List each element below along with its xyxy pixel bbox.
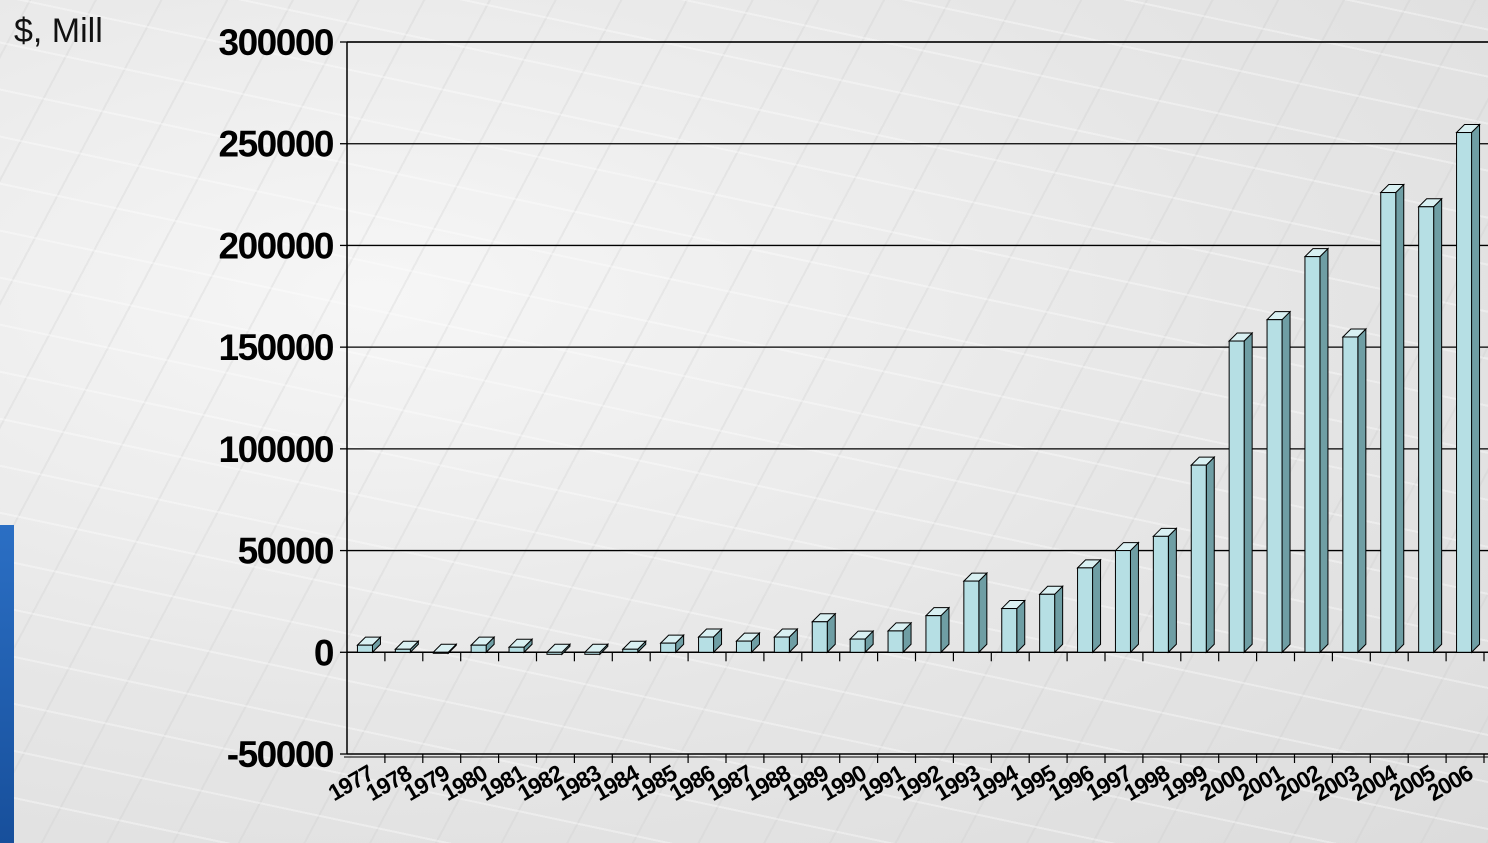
bar-front	[1114, 550, 1131, 653]
bar	[1000, 599, 1026, 654]
bar-side	[1357, 327, 1367, 654]
bar-front	[1380, 192, 1397, 653]
bar-front	[546, 651, 563, 655]
axes	[340, 41, 1488, 763]
bar-front	[773, 636, 790, 653]
unit-label: $, Mill	[14, 12, 103, 50]
bar	[697, 627, 723, 654]
bar-side	[1319, 247, 1329, 654]
bar-front	[1228, 340, 1245, 653]
bar	[507, 637, 534, 654]
y-tick-label: 150000	[219, 327, 334, 368]
bar	[659, 633, 685, 654]
bar-front	[470, 644, 487, 653]
bar	[1152, 527, 1178, 654]
bar-side	[1167, 527, 1177, 654]
bar-front	[356, 644, 373, 653]
bar	[924, 606, 951, 654]
y-tick-label: 50000	[238, 531, 334, 572]
bar-front	[1418, 206, 1435, 653]
bar	[1114, 541, 1140, 654]
bar	[1076, 558, 1102, 654]
bar	[394, 640, 420, 654]
bar	[811, 612, 837, 654]
y-tick-label: 0	[314, 632, 334, 673]
bar-front	[1152, 535, 1169, 653]
bar-front	[1077, 567, 1094, 653]
bar-front	[849, 638, 866, 653]
bar-front	[1039, 593, 1056, 653]
bar	[583, 643, 610, 656]
bar-front	[1266, 319, 1283, 653]
bar-top	[545, 643, 572, 653]
bar-front	[811, 621, 828, 653]
bar-front	[660, 642, 677, 653]
y-tick-labels: 300000 250000 200000 150000 100000 50000 0 -500…	[219, 22, 336, 775]
bar-front	[735, 640, 752, 653]
bar	[735, 631, 761, 654]
bar-front	[584, 651, 601, 655]
y-tick-label: 100000	[219, 429, 334, 470]
bar-front	[394, 648, 411, 653]
bar	[886, 621, 913, 654]
bar	[469, 635, 496, 654]
bar-front	[622, 648, 639, 653]
bar-front	[1190, 464, 1207, 653]
bar	[1038, 585, 1064, 654]
bar	[1417, 197, 1443, 654]
bar	[621, 640, 647, 654]
bar-side	[1016, 599, 1026, 654]
bar-side	[1205, 455, 1215, 654]
bar	[356, 635, 382, 654]
bar	[962, 571, 989, 654]
bar-front	[963, 580, 980, 653]
y-tick-label: -50000	[227, 734, 334, 775]
slide-accent-tab	[0, 525, 14, 843]
bar-side	[1129, 541, 1139, 654]
bar-front	[508, 646, 525, 653]
bar-side	[1054, 585, 1064, 654]
bar-side	[1243, 331, 1253, 654]
bar	[1341, 327, 1368, 654]
bar-front	[1304, 256, 1321, 653]
bar-front	[698, 636, 715, 653]
bar	[1227, 331, 1254, 654]
bar-side	[1471, 123, 1481, 654]
bar-front	[432, 651, 449, 654]
bar-top	[432, 643, 458, 653]
y-tick-label: 300000	[219, 22, 334, 63]
bar-side	[1281, 310, 1291, 654]
bar	[545, 643, 572, 656]
bar-side	[1092, 558, 1102, 654]
bar	[1190, 455, 1216, 654]
bar	[1303, 247, 1330, 654]
bar-front	[925, 615, 942, 653]
bar	[1265, 310, 1292, 654]
bar-front	[887, 630, 904, 653]
bar-front	[1001, 608, 1018, 653]
x-tick-labels: 1977197819791980198119821983198419851986…	[324, 759, 1477, 806]
bar	[432, 643, 458, 655]
bar	[1455, 123, 1481, 654]
bar-side	[1433, 197, 1443, 654]
bar-side	[1395, 183, 1405, 654]
x-tick-label: 2006	[1423, 760, 1477, 806]
bar-front	[1456, 132, 1473, 653]
y-tick-label: 250000	[219, 124, 334, 165]
bar	[773, 627, 799, 654]
bar	[1379, 183, 1405, 654]
bar-side	[978, 571, 988, 654]
bar-front	[1342, 336, 1359, 653]
y-tick-label: 200000	[219, 225, 334, 266]
bar	[848, 629, 875, 654]
bar-top	[583, 643, 610, 653]
bars	[356, 123, 1481, 656]
